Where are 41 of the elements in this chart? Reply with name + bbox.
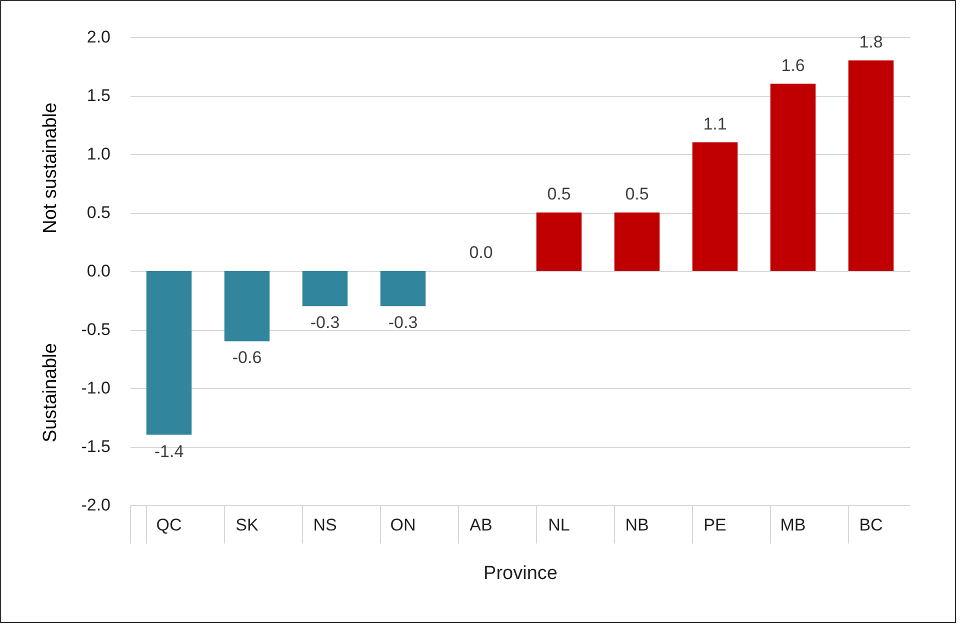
- data-label: 0.0: [469, 243, 493, 262]
- x-tick-label: BC: [859, 516, 883, 534]
- bar: [848, 60, 894, 271]
- y-tick-label: 0.0: [86, 262, 110, 280]
- data-label: -0.3: [388, 313, 418, 332]
- data-label: -0.6: [232, 348, 262, 368]
- bar: [302, 271, 348, 306]
- data-label: 0.5: [547, 184, 571, 204]
- y-tick-label: 2.0: [86, 28, 110, 46]
- y-tick-label: -1.5: [81, 437, 110, 456]
- bar: [614, 212, 660, 271]
- text: Sustainable: [40, 343, 61, 442]
- y-tick-label: 1.5: [86, 86, 110, 105]
- y-tick-label: -1.0: [81, 378, 110, 398]
- x-tick-label: NB: [625, 516, 649, 534]
- data-label: -1.4: [154, 442, 184, 461]
- x-tick-label: PE: [704, 516, 726, 534]
- data-label: -0.3: [310, 313, 340, 332]
- x-tick-label: SK: [236, 516, 259, 534]
- bar: [536, 212, 582, 271]
- x-tick-label: NS: [313, 516, 337, 534]
- data-label: 0.5: [625, 184, 649, 204]
- x-axis-title: Province: [484, 563, 558, 584]
- bar: [146, 271, 192, 435]
- y-tick-label: 0.5: [86, 203, 110, 222]
- data-label: 1.1: [703, 114, 727, 134]
- x-tick-label: NL: [548, 516, 570, 534]
- x-tick-label: MB: [780, 516, 806, 534]
- bar: [770, 84, 816, 271]
- y-tick-label: -2.0: [81, 496, 110, 514]
- bar: [224, 271, 270, 342]
- y-tick-label: -0.5: [81, 320, 110, 339]
- x-tick-label: QC: [156, 516, 182, 534]
- x-tick-label: AB: [470, 516, 492, 534]
- text: Not sustainable: [40, 102, 61, 234]
- data-label: 1.8: [859, 32, 883, 52]
- y-tick-label: 1.0: [86, 144, 110, 164]
- data-label: 1.6: [781, 56, 805, 75]
- bar: [692, 142, 738, 271]
- x-tick-label: ON: [390, 516, 416, 534]
- bar: [380, 271, 426, 306]
